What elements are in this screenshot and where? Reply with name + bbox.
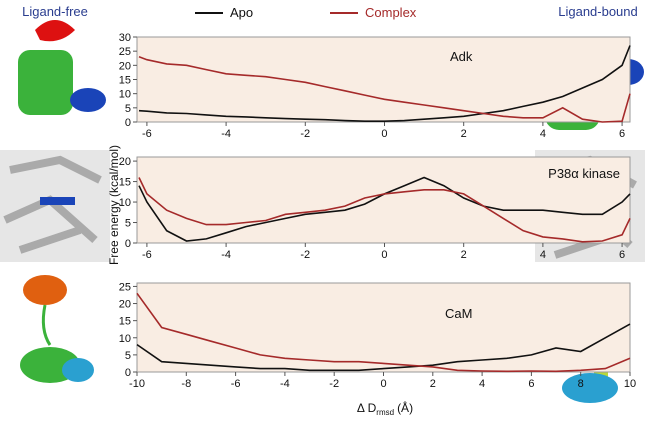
protein-part [18,50,73,115]
protein-part [562,373,618,403]
series-line [136,292,631,373]
y-tick-label: 20 [119,156,131,168]
x-tick-label: -2 [300,128,310,140]
panel-title: CaM [445,306,472,321]
x-tick-label: -6 [142,128,152,140]
x-tick-label: -4 [221,128,231,140]
panel-title: Adk [450,49,473,64]
plot-area [136,282,631,373]
y-tick-label: 0 [125,117,131,129]
x-tick-label: -4 [280,378,290,390]
x-tick-label: -2 [329,378,339,390]
protein-part [35,20,75,42]
plot-area [136,36,631,123]
x-tick-label: 2 [430,378,436,390]
x-label-unit: (Å) [397,400,413,415]
legend-label: Apo [230,5,253,20]
y-tick-label: 0 [125,367,131,379]
y-axis-label: Free energy (kcal/mol) [107,145,121,265]
x-tick-label: 4 [540,128,546,140]
y-tick-label: 5 [125,103,131,115]
y-tick-label: 10 [119,197,131,209]
y-tick-label: 5 [125,350,131,362]
protein-part [41,304,52,346]
y-tick-label: 30 [119,32,131,44]
y-tick-label: 15 [119,177,131,189]
y-tick-label: 20 [119,60,131,72]
left-label: Ligand-free [22,4,88,19]
y-tick-label: 15 [119,75,131,87]
y-tick-label: 20 [119,299,131,311]
panel-title: P38α kinase [548,166,620,181]
x-tick-label: 6 [619,249,625,261]
legend-label: Complex [365,5,417,20]
x-tick-label: 10 [624,378,636,390]
x-tick-label: 4 [479,378,485,390]
x-tick-label: -6 [231,378,241,390]
y-tick-label: 5 [125,218,131,230]
x-tick-label: -4 [221,249,231,261]
x-tick-label: 0 [381,128,387,140]
y-tick-label: 10 [119,89,131,101]
x-label-main: Δ D [357,401,377,415]
y-tick-label: 0 [125,238,131,250]
y-tick-label: 25 [119,281,131,293]
protein-part [62,358,94,382]
x-tick-label: 2 [461,128,467,140]
protein-part [40,197,75,205]
x-tick-label: 8 [578,378,584,390]
y-tick-label: 10 [119,333,131,345]
x-tick-label: -2 [300,249,310,261]
x-tick-label: 4 [540,249,546,261]
protein-part [70,88,106,112]
protein-part [23,275,67,305]
x-tick-label: -10 [129,378,145,390]
series-line [136,323,631,372]
x-label-sub: rmsd [376,408,394,417]
right-label: Ligand-bound [558,4,638,19]
x-axis-label: Δ Drmsd (Å) [357,400,413,417]
series-line [138,45,631,122]
series-line [138,56,631,123]
x-tick-label: -6 [142,249,152,261]
x-tick-label: 6 [528,378,534,390]
plot-area [136,156,631,244]
x-tick-label: 6 [619,128,625,140]
y-tick-label: 25 [119,46,131,58]
y-tick-label: 15 [119,316,131,328]
x-tick-label: 0 [380,378,386,390]
x-tick-label: 2 [461,249,467,261]
series-line [138,177,631,243]
x-tick-label: 0 [381,249,387,261]
x-tick-label: -8 [181,378,191,390]
